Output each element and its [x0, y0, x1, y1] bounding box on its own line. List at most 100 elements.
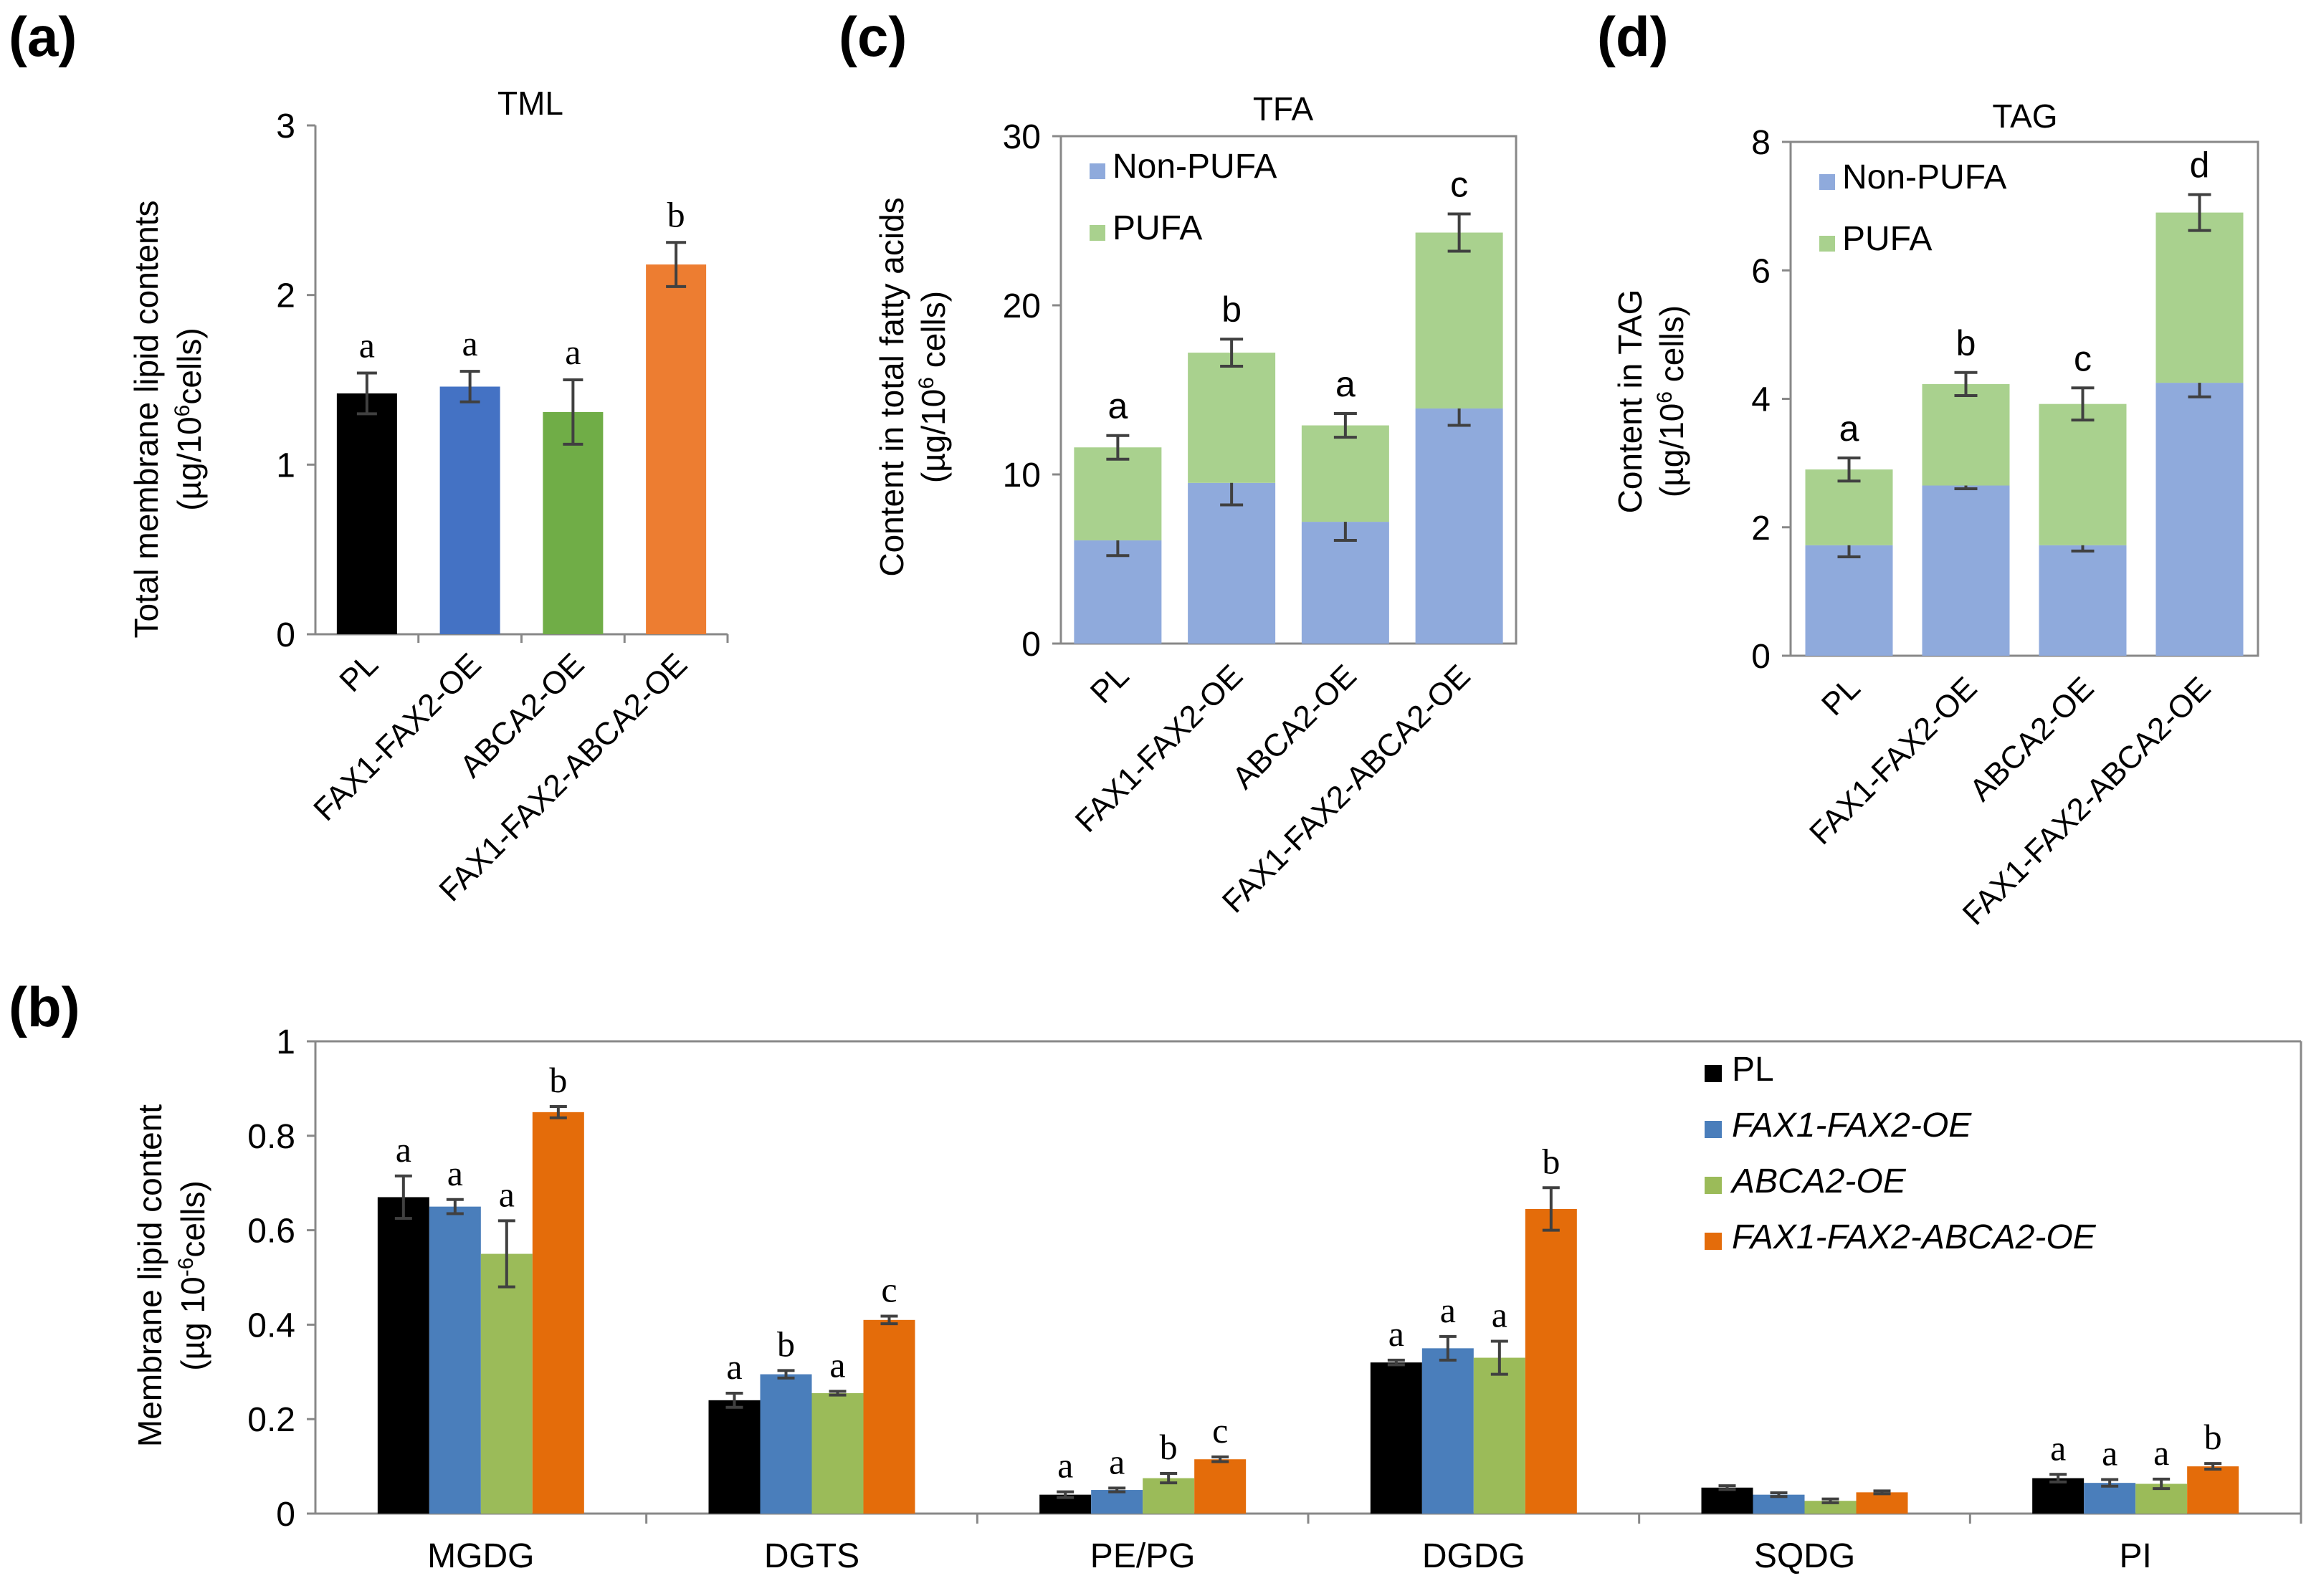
panel-d-label: (d)	[1597, 5, 1669, 68]
panel-c-category-label-0: PL	[1084, 658, 1136, 710]
panel-c-significance-label-3: c	[1450, 165, 1468, 205]
panel-b-y-tick-label-3: 0.6	[247, 1213, 295, 1251]
panel-b-bar-5-0	[2032, 1478, 2085, 1514]
panel-b-significance-label-5-1: a	[2102, 1433, 2117, 1473]
panel-a-y-tick-label-3: 3	[276, 107, 295, 145]
panel-a-marks: 0123aPLaFAX1-FAX2-OEaABCA2-OEbFAX1-FAX2-…	[276, 107, 729, 908]
panel-c-significance-label-1: b	[1221, 290, 1242, 330]
panel-a-bar-0	[336, 393, 397, 634]
panel-b-significance-label-1-0: a	[726, 1347, 742, 1387]
panel-d-bar-1-pufa	[1922, 383, 2010, 486]
panel-a-tml-chart: (a) TML Total membrane lipid contents (µ…	[9, 5, 729, 908]
panel-b-bar-3-1	[1421, 1348, 1474, 1514]
panel-d-title: TAG	[1992, 97, 2057, 135]
panel-b-legend-label-1: FAX1-FAX2-OE	[1732, 1107, 1972, 1145]
panel-b-significance-label-0-3: b	[549, 1060, 567, 1100]
panel-d-y-label-line2: (µg/106 cells)	[1653, 305, 1691, 497]
panel-a-bar-3	[646, 264, 707, 635]
panel-b-significance-label-3-3: b	[1542, 1141, 1560, 1181]
panel-d-bar-2-pufa	[2039, 403, 2127, 545]
panel-b-significance-label-1-1: b	[777, 1324, 795, 1364]
panel-b-y-axis-label: Membrane lipid content (µg 10-6cells)	[131, 1104, 211, 1447]
panel-a-y-label-line1: Total membrane lipid contents	[128, 200, 165, 638]
panel-b-significance-label-2-3: c	[1212, 1410, 1228, 1451]
panel-d-bar-1-non-pufa	[1922, 485, 2010, 656]
panel-d-significance-label-2: c	[2074, 338, 2092, 378]
panel-b-bar-1-0	[708, 1400, 761, 1514]
panel-c-label: (c)	[839, 5, 907, 68]
panel-c-y-tick-label-3: 30	[1003, 118, 1041, 156]
panel-c-bar-1-non-pufa	[1188, 482, 1276, 644]
panel-b-y-tick-label-2: 0.4	[247, 1306, 295, 1344]
panel-b-legend-label-3: FAX1-FAX2-ABCA2-OE	[1732, 1218, 2097, 1256]
panel-d-bar-3-pufa	[2155, 212, 2244, 383]
panel-d-bar-3-non-pufa	[2155, 383, 2244, 656]
panel-c-legend-label-1: PUFA	[1112, 209, 1202, 247]
panel-c-bar-0-non-pufa	[1074, 540, 1162, 644]
panel-b-bar-2-1	[1091, 1490, 1143, 1514]
panel-c-tfa-chart: (c) TFA Content in total fatty acids (µg…	[839, 5, 1518, 919]
panel-c-legend-swatch-1	[1090, 225, 1105, 241]
panel-b-bar-4-2	[1804, 1501, 1857, 1514]
panel-d-legend-swatch-0	[1819, 174, 1835, 190]
panel-b-legend-label-0: PL	[1732, 1051, 1774, 1089]
panel-b-significance-label-5-2: a	[2153, 1433, 2169, 1473]
panel-b-category-label-1: DGTS	[764, 1537, 859, 1575]
panel-a-significance-label-3: b	[667, 194, 685, 234]
panel-c-y-label-line1: Content in total fatty acids	[873, 197, 910, 576]
panel-d-bar-2-non-pufa	[2039, 545, 2127, 656]
panel-c-y-axis-label: Content in total fatty acids (µg/106 cel…	[873, 197, 952, 576]
panel-d-category-label-0: PL	[1815, 670, 1867, 722]
panel-d-y-tick-label-0: 0	[1751, 638, 1771, 676]
panel-c-y-tick-label-1: 10	[1003, 457, 1041, 494]
panel-c-significance-label-2: a	[1335, 364, 1356, 404]
panel-a-title: TML	[497, 85, 563, 122]
panel-b-significance-label-2-0: a	[1057, 1446, 1073, 1486]
panel-a-significance-label-0: a	[359, 325, 375, 365]
panel-d-y-label-line1: Content in TAG	[1611, 290, 1649, 514]
panel-d-y-tick-label-2: 4	[1751, 381, 1771, 419]
panel-b-legend-swatch-2	[1705, 1177, 1722, 1194]
panel-d-y-tick-label-1: 2	[1751, 510, 1771, 548]
panel-b-significance-label-5-0: a	[2050, 1428, 2066, 1468]
panel-b-bar-0-1	[429, 1206, 481, 1514]
panel-b-bar-5-1	[2084, 1483, 2136, 1514]
panel-b-bar-1-2	[811, 1392, 864, 1514]
panel-c-significance-label-0: a	[1107, 386, 1128, 426]
panel-b-significance-label-0-1: a	[447, 1153, 463, 1193]
panel-d-y-tick-label-4: 8	[1751, 124, 1771, 162]
panel-c-bar-0-pufa	[1074, 447, 1162, 541]
panel-b-y-tick-label-4: 0.8	[247, 1118, 295, 1156]
panel-b-bar-0-3	[532, 1112, 584, 1514]
panel-a-bar-2	[543, 411, 604, 634]
panel-b-y-tick-label-5: 1	[276, 1023, 295, 1061]
panel-a-category-label-0: PL	[333, 646, 385, 699]
panel-a-y-label-line2: (µg/106cells)	[171, 328, 209, 510]
panel-c-bar-2-non-pufa	[1301, 522, 1389, 644]
panel-b-bar-1-1	[760, 1374, 812, 1514]
panel-b-bar-4-3	[1856, 1492, 1908, 1514]
panel-b-bar-3-0	[1370, 1362, 1422, 1514]
panel-b-significance-label-2-1: a	[1109, 1441, 1125, 1481]
panel-c-legend-label-0: Non-PUFA	[1112, 148, 1277, 186]
panel-d-significance-label-3: d	[2190, 145, 2210, 185]
panel-a-y-tick-label-1: 1	[276, 446, 295, 484]
panel-c-y-tick-label-0: 0	[1021, 626, 1041, 664]
panel-b-y-label-line1: Membrane lipid content	[131, 1104, 168, 1447]
panel-b-legend-swatch-3	[1705, 1233, 1722, 1250]
panel-c-y-tick-label-2: 20	[1003, 287, 1041, 325]
panel-b-y-label-line2: (µg 10-6cells)	[174, 1180, 212, 1370]
panel-d-significance-label-1: b	[1956, 323, 1976, 363]
panel-b-category-label-2: PE/PG	[1090, 1537, 1196, 1575]
panel-b-category-label-5: PI	[2119, 1537, 2151, 1575]
panel-b-significance-label-2-2: b	[1160, 1427, 1178, 1467]
panel-b-significance-label-3-0: a	[1388, 1314, 1404, 1354]
panel-b-category-label-4: SQDG	[1754, 1537, 1855, 1575]
panel-c-plot-frame	[1059, 135, 1518, 645]
panel-b-label: (b)	[9, 975, 80, 1038]
panel-b-y-tick-label-1: 0.2	[247, 1401, 295, 1439]
panel-c-title: TFA	[1253, 90, 1314, 128]
panel-b-bar-2-3	[1194, 1459, 1247, 1514]
